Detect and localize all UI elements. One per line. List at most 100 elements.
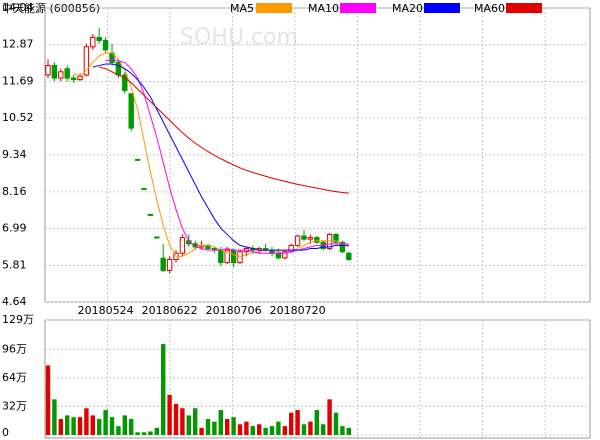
volume-tick-label: 0	[2, 426, 9, 439]
candle-body	[301, 235, 307, 240]
volume-bar	[135, 432, 140, 435]
ma-line	[92, 63, 349, 251]
candle-body	[282, 251, 288, 259]
volume-bar	[218, 410, 223, 435]
legend-swatch	[506, 3, 542, 13]
volume-bar	[116, 426, 121, 435]
volume-bar	[257, 424, 262, 435]
volume-bar	[321, 424, 326, 435]
candle-body	[134, 158, 141, 161]
legend-label: MA10	[308, 2, 339, 15]
volume-tick-label: 129万	[2, 313, 34, 326]
volume-tick-label: 32万	[2, 399, 27, 412]
x-tick-label: 20180524	[78, 304, 134, 317]
volume-tick-label: 64万	[2, 371, 27, 384]
volume-bar	[276, 421, 281, 435]
x-tick-label: 20180720	[270, 304, 326, 317]
volume-bar	[295, 410, 300, 435]
candle-body	[307, 237, 314, 240]
candle-body	[230, 249, 237, 264]
candle-body	[224, 249, 230, 264]
y-tick-label: 10.52	[2, 111, 34, 124]
legend-swatch	[424, 3, 460, 13]
candle-body	[64, 68, 70, 79]
y-tick-label: 9.34	[2, 148, 27, 161]
ma-line	[105, 58, 349, 254]
volume-bar	[186, 415, 191, 435]
volume-bar	[327, 399, 332, 435]
x-tick-label: 20180706	[206, 304, 262, 317]
candle-body	[51, 65, 58, 79]
candle-body	[58, 71, 64, 79]
y-tick-label: 4.64	[2, 295, 27, 308]
y-tick-label: 14.04	[2, 1, 34, 14]
volume-bar	[122, 415, 127, 435]
candle-body	[237, 251, 243, 264]
y-tick-label: 5.81	[2, 258, 27, 271]
volume-bar	[97, 418, 102, 435]
volume-bar	[58, 418, 63, 435]
volume-bar	[148, 431, 153, 435]
volume-bar	[84, 408, 89, 435]
legend-label: MA20	[392, 2, 423, 15]
candle-body	[218, 249, 224, 264]
volume-bar	[109, 417, 115, 435]
legend-label: MA60	[474, 2, 505, 15]
y-tick-label: 11.69	[2, 75, 34, 88]
candle-body	[122, 74, 128, 92]
x-tick-label: 20180622	[142, 304, 198, 317]
candle-body	[275, 252, 282, 259]
candle-body	[346, 252, 352, 260]
volume-bar	[346, 427, 351, 435]
candle-body	[294, 235, 301, 246]
volume-bar	[231, 417, 236, 435]
candle-body	[154, 236, 160, 239]
volume-bar	[193, 408, 198, 435]
volume-bar	[301, 424, 307, 435]
volume-bar	[90, 415, 95, 435]
candle-body	[141, 187, 147, 190]
volume-bar	[333, 412, 339, 435]
volume-bar	[161, 344, 166, 435]
legend-swatch	[340, 3, 376, 13]
watermark: SOHU.com	[180, 25, 298, 50]
candle-body	[160, 257, 166, 271]
y-tick-label: 6.99	[2, 222, 27, 235]
volume-bar	[45, 365, 51, 435]
volume-bar	[180, 408, 185, 435]
volume-bar	[103, 410, 108, 435]
candle-body	[166, 258, 173, 271]
candle-body	[83, 46, 90, 76]
legend-label: MA5	[230, 2, 254, 15]
volume-bar	[225, 418, 230, 435]
volume-bar	[250, 426, 255, 435]
volume-tick-label: 96万	[2, 342, 27, 355]
candle-body	[128, 93, 134, 129]
candle-body	[339, 241, 346, 253]
y-tick-label: 12.87	[2, 38, 34, 51]
volume-bar	[154, 427, 159, 435]
volume-bar	[129, 418, 134, 435]
candle-body	[45, 65, 51, 76]
ma-line	[99, 66, 349, 194]
candle-body	[90, 36, 96, 48]
volume-bar	[205, 418, 211, 435]
legend-swatch	[256, 3, 292, 13]
candle-body	[179, 237, 186, 254]
candle-body	[70, 77, 77, 81]
volume-bar	[167, 394, 172, 435]
volume-bar	[340, 426, 345, 435]
candle-body	[333, 233, 339, 243]
volume-bar	[77, 417, 83, 435]
candle-body	[147, 213, 154, 216]
volume-bar	[289, 412, 294, 435]
volume-bar	[282, 426, 287, 435]
volume-bar	[244, 421, 249, 435]
volume-bar	[52, 399, 57, 435]
volume-bar	[199, 427, 204, 435]
volume-bar	[173, 403, 179, 435]
candle-body	[102, 40, 109, 51]
volume-bar	[263, 427, 268, 435]
volume-bar	[141, 432, 147, 435]
